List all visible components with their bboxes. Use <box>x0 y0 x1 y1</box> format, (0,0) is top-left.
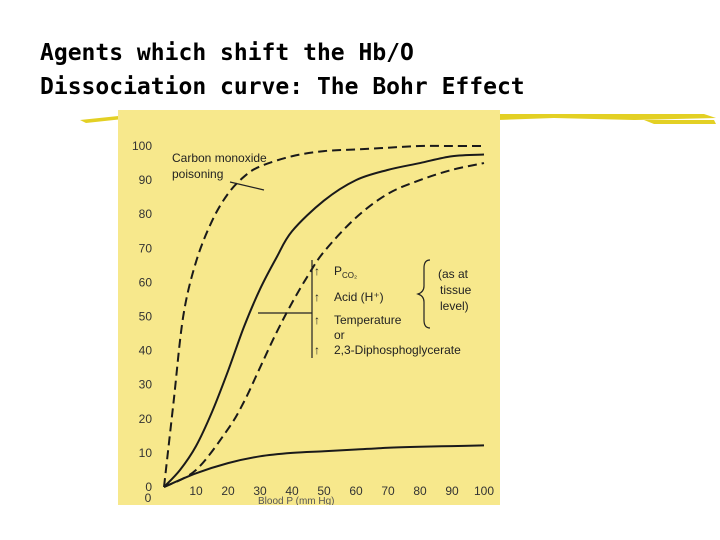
agent-pco2: PCO₂ <box>334 264 357 280</box>
x-axis-label: Blood P (mm Hg) <box>258 496 335 505</box>
annotation-co-pointer <box>229 181 265 191</box>
y-tick-label: 40 <box>139 344 153 358</box>
title-underline-right <box>496 114 716 124</box>
y-tick-labels: 0 10 20 30 40 50 60 70 80 90 100 <box>132 139 152 494</box>
annotation-carbon-monoxide-line2: poisoning <box>172 167 223 181</box>
x-tick-label: 0 <box>145 491 152 505</box>
x-tick-label: 80 <box>413 484 427 498</box>
x-tick-label: 100 <box>474 484 494 498</box>
slide-title: Agents which shift the Hb/O Dissociation… <box>40 36 680 104</box>
chart: 0 10 20 30 40 50 60 70 80 90 100 0 10 20 30 40 50 60 70 80… <box>118 110 500 505</box>
agent-or: or <box>334 328 345 342</box>
series-line-1 <box>163 144 484 488</box>
slide-title-line-1: Agents which shift the Hb/O <box>40 40 414 66</box>
y-tick-label: 10 <box>139 446 153 460</box>
x-tick-label: 90 <box>445 484 459 498</box>
series-line-3 <box>163 162 485 488</box>
tissue-brace <box>416 259 431 329</box>
annotation-carbon-monoxide-line1: Carbon monoxide <box>172 151 267 165</box>
chart-background <box>118 110 500 505</box>
y-tick-label: 90 <box>139 173 153 187</box>
x-tick-label: 20 <box>221 484 235 498</box>
arrow-up-icon: ↑ <box>314 264 320 278</box>
curves <box>163 144 485 488</box>
agent-acid: Acid (H⁺) <box>334 290 384 304</box>
y-tick-label: 0 <box>145 480 152 494</box>
arrow-up-icon: ↑ <box>314 290 320 304</box>
x-tick-label: 30 <box>253 484 267 498</box>
agent-temperature: Temperature <box>334 313 402 327</box>
tissue-note-line1: (as at <box>438 267 469 281</box>
x-tick-labels: 0 10 20 30 40 50 60 70 80 90 100 <box>145 484 495 505</box>
x-tick-label: 60 <box>349 484 363 498</box>
x-tick-label: 50 <box>317 484 331 498</box>
agent-dpg: 2,3-Diphosphoglycerate <box>334 343 461 357</box>
series-line-4 <box>163 444 485 488</box>
y-tick-label: 20 <box>139 412 153 426</box>
y-tick-label: 70 <box>139 241 153 255</box>
x-tick-label: 70 <box>381 484 395 498</box>
tissue-note-line3: level) <box>440 299 469 313</box>
arrow-up-icon: ↑ <box>314 343 320 357</box>
slide-title-line-2: Dissociation curve: The Bohr Effect <box>40 74 525 100</box>
arrow-up-icon: ↑ <box>314 313 320 327</box>
y-tick-label: 30 <box>139 378 153 392</box>
x-tick-label: 10 <box>189 484 203 498</box>
series-line-2 <box>163 153 485 488</box>
y-tick-label: 80 <box>139 207 153 221</box>
y-tick-label: 60 <box>139 275 153 289</box>
agents-list: ↑ PCO₂ ↑ Acid (H⁺) ↑ Temperature or ↑ 2,… <box>258 259 472 358</box>
y-tick-label: 50 <box>139 310 153 324</box>
tissue-note-line2: tissue <box>440 283 472 297</box>
y-tick-label: 100 <box>132 139 152 153</box>
x-tick-label: 40 <box>285 484 299 498</box>
